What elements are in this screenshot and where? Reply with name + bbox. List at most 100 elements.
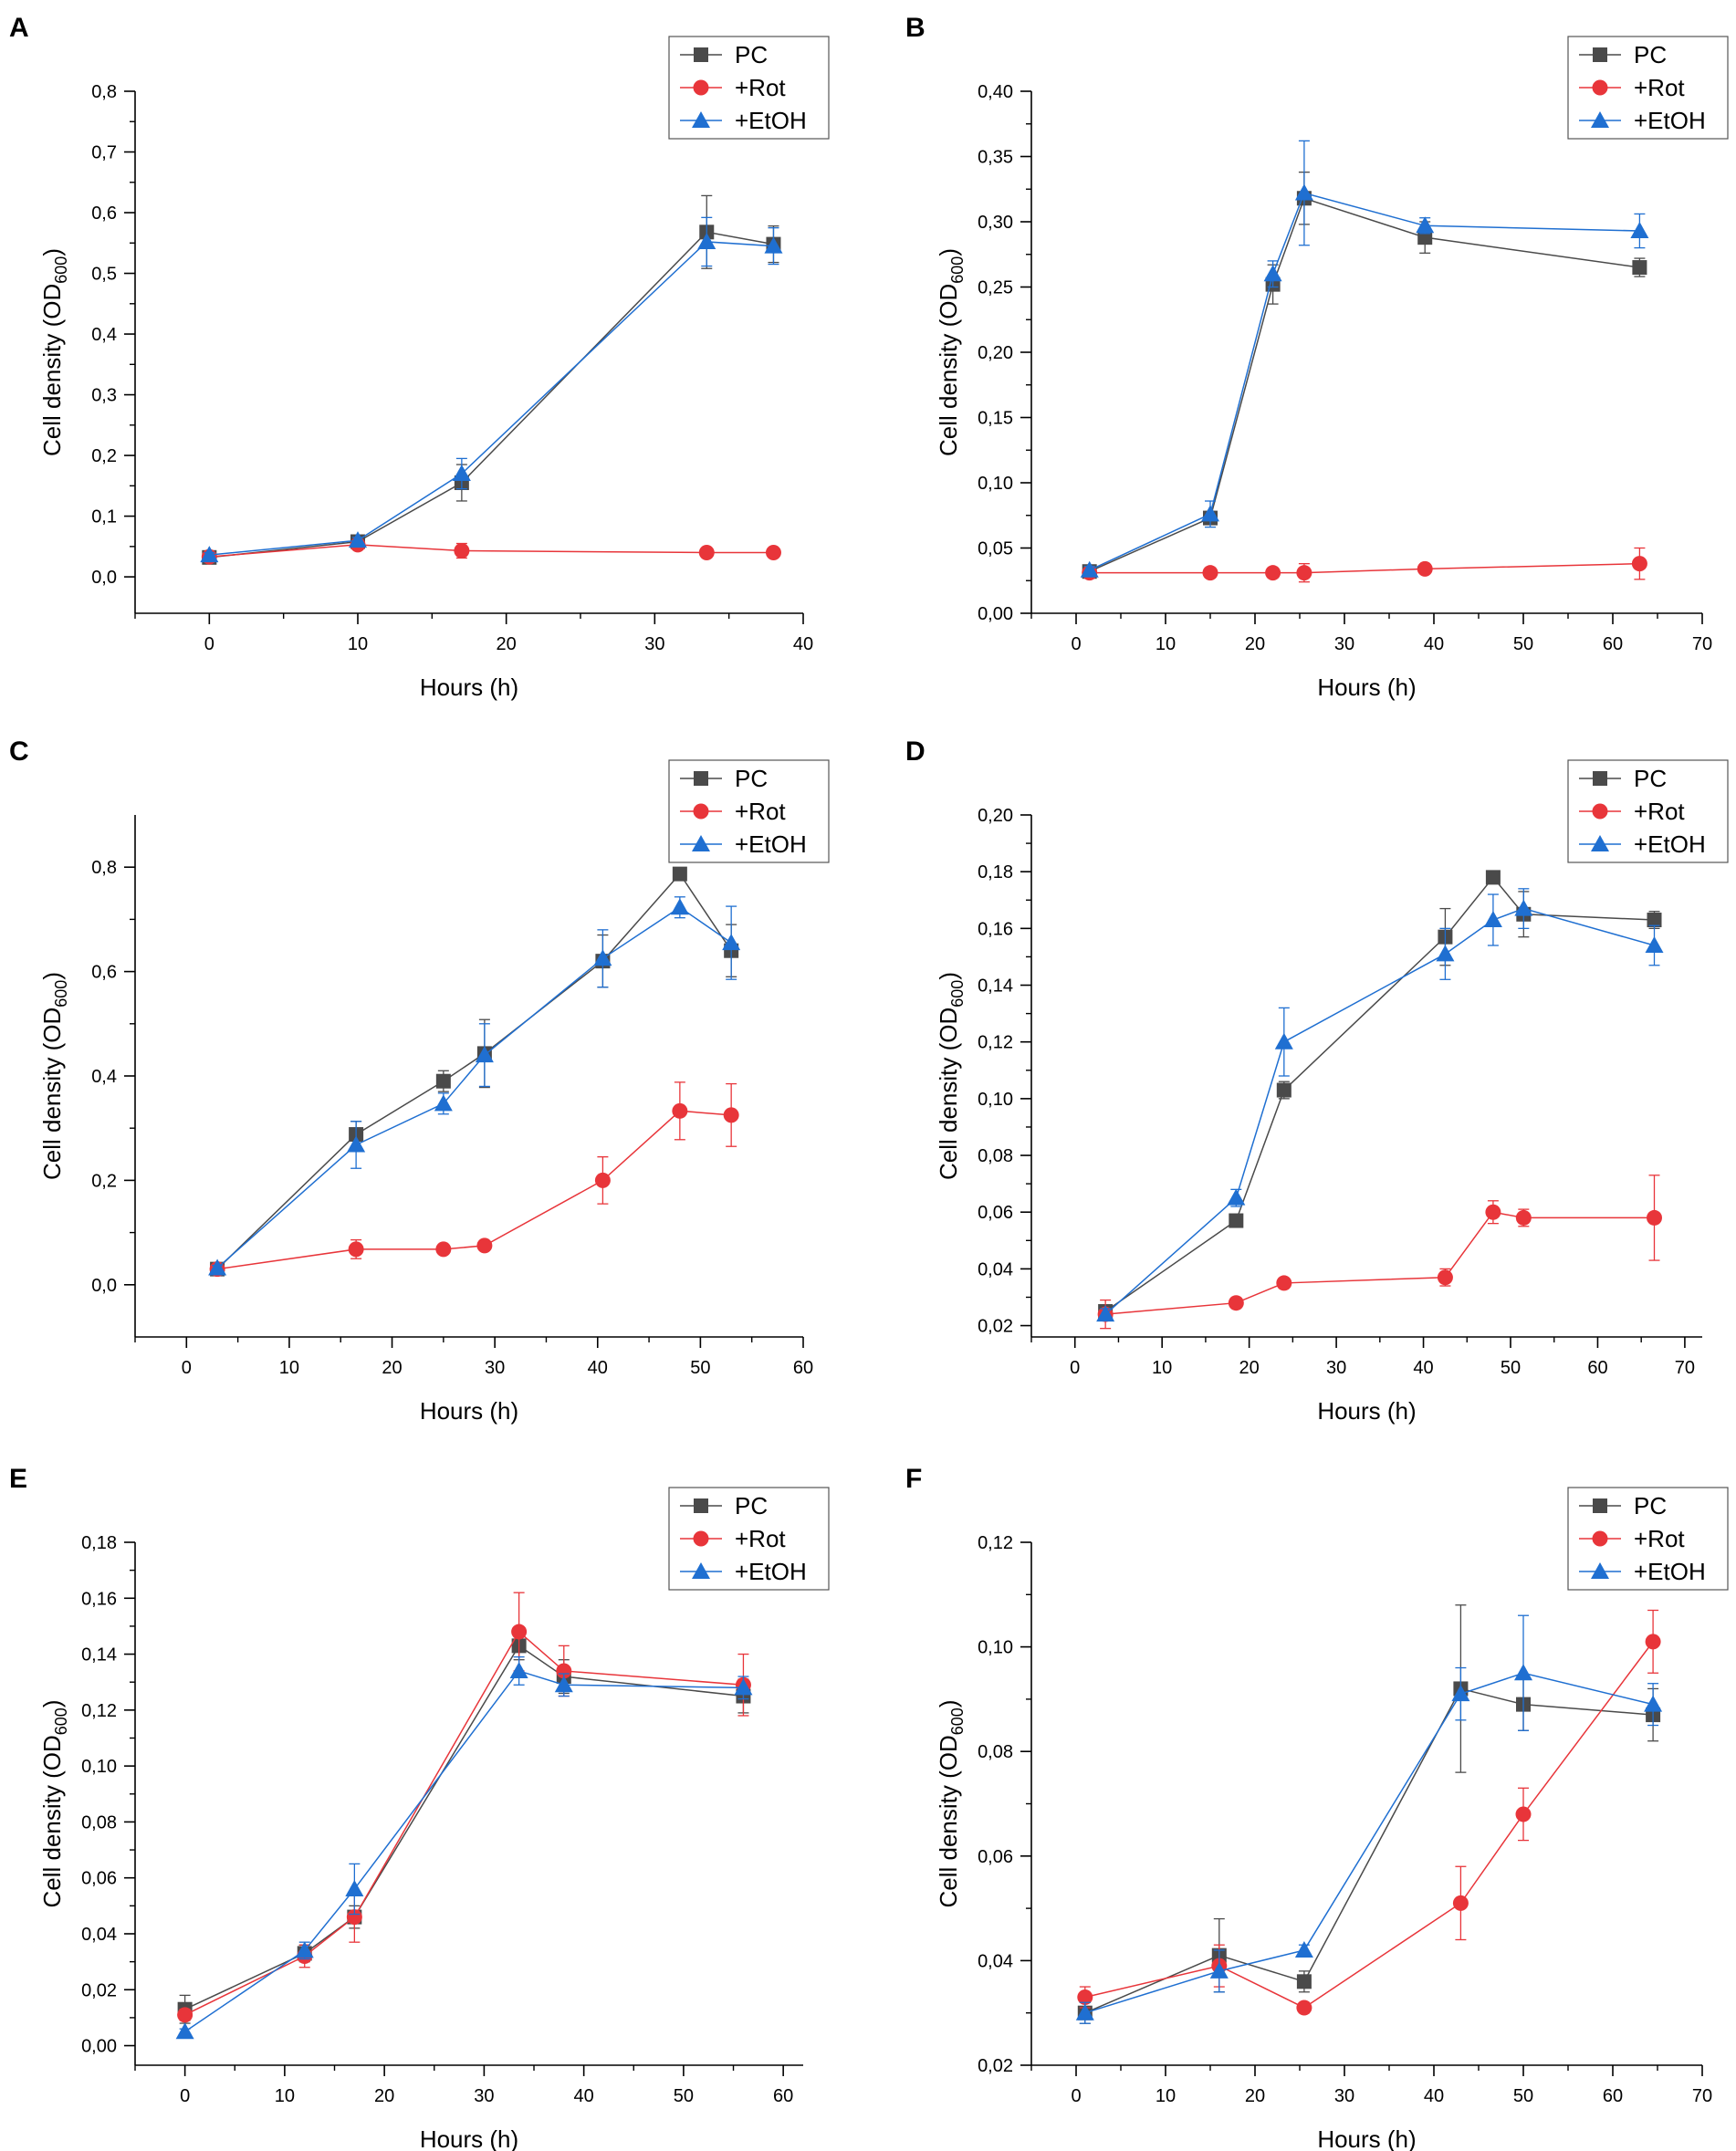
data-point <box>1296 1974 1312 1989</box>
y-axis-title-end: ) <box>38 972 66 980</box>
legend-marker <box>693 79 709 96</box>
data-point <box>723 1107 739 1123</box>
x-tick-label: 20 <box>374 2086 394 2106</box>
x-tick-label: 60 <box>773 2086 793 2106</box>
data-point <box>435 1241 452 1258</box>
legend-marker <box>1592 79 1608 96</box>
data-point <box>509 1661 528 1678</box>
y-axis-title: Cell density (OD600) <box>935 248 967 456</box>
data-point <box>345 1879 364 1896</box>
data-point <box>1483 911 1502 928</box>
data-point <box>556 1663 572 1679</box>
y-tick-label: 0,0 <box>91 1276 117 1296</box>
y-tick-label: 0,06 <box>81 1869 117 1889</box>
y-tick-label: 0,08 <box>81 1812 117 1833</box>
data-point <box>1485 1204 1501 1220</box>
x-axis-title: Hours (h) <box>420 1397 518 1425</box>
y-axis-title: Cell density (OD600) <box>38 972 70 1180</box>
data-point <box>594 1172 611 1188</box>
y-axis-title-main: Cell density (OD <box>935 284 962 456</box>
data-point <box>1514 1664 1532 1681</box>
y-tick-label: 0,12 <box>978 1033 1013 1053</box>
y-axis-title-subscript: 600 <box>948 1707 967 1735</box>
data-point <box>672 1102 688 1119</box>
panel-c: C 0 10 20 30 40 50 60 0,0 0,2 0,4 0,6 0,8 Hours (h) Ce… <box>9 736 830 1425</box>
data-point <box>1647 913 1662 928</box>
legend-marker <box>1592 1530 1608 1547</box>
x-tick-label: 40 <box>793 634 813 654</box>
legend-label: +Rot <box>735 1525 786 1552</box>
y-tick-label: 0,06 <box>978 1847 1013 1867</box>
y-tick-label: 0,2 <box>91 446 117 466</box>
y-tick-label: 0,18 <box>81 1533 117 1553</box>
legend-marker <box>692 1562 710 1579</box>
series-rot <box>177 1592 751 2023</box>
x-tick-label: 50 <box>690 1358 710 1378</box>
series-line <box>1089 197 1640 572</box>
data-point <box>511 1624 528 1640</box>
data-point <box>1276 1082 1292 1098</box>
series-rot <box>1077 1609 1661 2016</box>
y-tick-label: 0,10 <box>978 474 1013 494</box>
legend-marker <box>694 1498 708 1513</box>
y-tick-label: 0,35 <box>978 148 1013 168</box>
x-tick-label: 30 <box>1334 634 1354 654</box>
panel-label: D <box>905 736 926 767</box>
panel-label: F <box>905 1464 922 1494</box>
legend-label: PC <box>735 765 768 792</box>
series-etoh <box>208 896 741 1276</box>
legend-label: +Rot <box>1634 798 1685 825</box>
series-line <box>184 1670 744 2032</box>
y-tick-label: 0,10 <box>978 1090 1013 1110</box>
legend-marker <box>1591 111 1609 128</box>
series-etoh <box>1096 888 1664 1322</box>
y-tick-label: 0,10 <box>81 1757 117 1777</box>
legend-marker <box>692 111 710 128</box>
legend-marker <box>1591 835 1609 851</box>
data-point <box>1632 260 1647 276</box>
data-point <box>1228 1295 1244 1311</box>
y-tick-label: 0,7 <box>91 143 117 163</box>
legend-label: PC <box>735 41 768 68</box>
y-axis-title-end: ) <box>38 1700 66 1708</box>
x-tick-label: 50 <box>1513 634 1533 654</box>
x-axis-title: Hours (h) <box>420 2125 518 2151</box>
x-tick-label: 20 <box>497 634 517 654</box>
data-point <box>1276 1275 1292 1291</box>
panel-f: F 0 10 20 30 40 50 60 70 0,02 0,04 0,06 0,08 0,10 0,12… <box>905 1464 1729 2151</box>
y-tick-label: 0,0 <box>91 568 117 588</box>
panel-label: B <box>905 13 926 43</box>
data-point <box>1485 870 1501 885</box>
data-point <box>1451 1685 1470 1702</box>
x-tick-label: 0 <box>182 1358 192 1378</box>
series-line <box>1084 1687 1654 2014</box>
data-point <box>346 1909 362 1926</box>
series-rot <box>1082 547 1647 583</box>
legend: PC +Rot +EtOH <box>668 36 830 140</box>
data-point <box>722 934 741 951</box>
legend: PC +Rot +EtOH <box>1567 759 1729 863</box>
y-tick-label: 0,6 <box>91 204 117 224</box>
x-tick-label: 10 <box>1156 634 1176 654</box>
x-tick-label: 30 <box>485 1358 505 1378</box>
data-point <box>765 544 781 560</box>
y-tick-label: 0,02 <box>978 2056 1013 2076</box>
data-point <box>435 1073 451 1089</box>
legend-marker <box>1593 771 1607 786</box>
data-point <box>1645 1634 1661 1650</box>
series-line <box>1104 876 1655 1312</box>
y-axis-title-main: Cell density (OD <box>935 1008 962 1180</box>
panel-b: B 0 10 20 30 40 50 60 70 0,00 0,05 0,10 0,15 0,20 0,25… <box>905 13 1729 701</box>
panel-label: C <box>9 736 29 767</box>
data-point <box>347 1135 366 1153</box>
data-point <box>1437 1269 1453 1286</box>
y-axis-title-subscript: 600 <box>948 256 967 284</box>
legend-label: PC <box>1634 765 1667 792</box>
series-line <box>1105 1211 1655 1315</box>
data-point <box>348 1241 364 1258</box>
x-tick-label: 50 <box>674 2086 694 2106</box>
x-tick-label: 10 <box>1152 1358 1172 1378</box>
legend-marker <box>692 835 710 851</box>
series-etoh <box>1075 1614 1663 2024</box>
x-tick-label: 20 <box>1239 1358 1260 1378</box>
